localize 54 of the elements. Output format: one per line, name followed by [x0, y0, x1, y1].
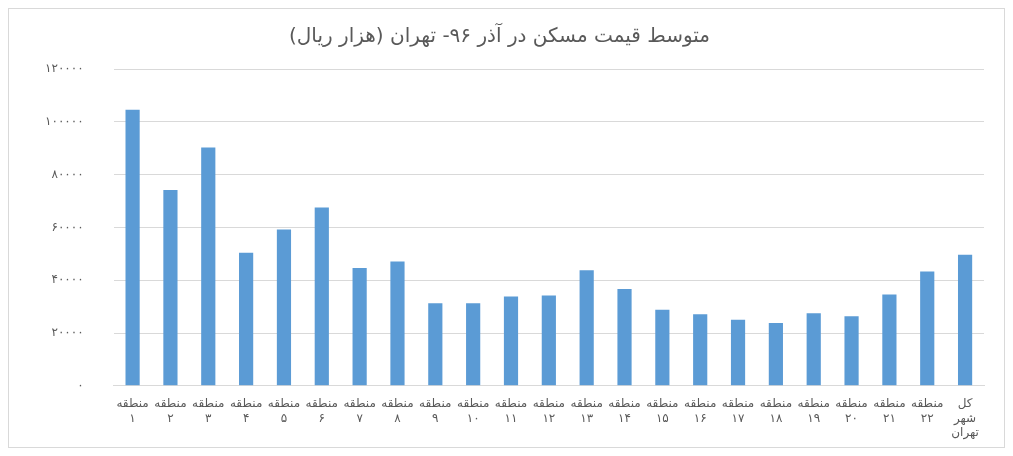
x-tick-label: منطقه ۲: [154, 396, 187, 425]
bar: [125, 109, 140, 386]
bar: [957, 254, 973, 386]
bar: [390, 261, 405, 386]
bar: [579, 270, 594, 386]
x-tick-label: منطقه ۱۶: [683, 396, 717, 425]
bar: [655, 309, 670, 386]
y-tick-label: ۲۰۰۰۰: [51, 325, 84, 340]
x-tick-label: منطقه ۶: [305, 396, 338, 425]
y-tick-label: ۸۰۰۰۰: [51, 166, 84, 181]
bar: [768, 322, 783, 386]
bar: [920, 271, 935, 386]
chart-title: متوسط قیمت مسکن در آذر ۹۶- تهران (هزار ریال): [288, 22, 711, 48]
x-tick-label: منطقه ۲۲: [911, 396, 944, 425]
x-tick-label: منطقه ۲۰: [835, 396, 868, 425]
bar: [844, 316, 859, 386]
x-tick-label: منطقه ۹: [419, 396, 452, 425]
x-tick-label: منطقه ۱۵: [646, 396, 679, 425]
x-tick-label: منطقه ۱۹: [797, 396, 830, 425]
x-tick-label: منطقه ۱۷: [721, 396, 755, 425]
x-tick-label: منطقه ۴: [229, 396, 263, 425]
x-tick-label: منطقه ۱۴: [608, 396, 641, 425]
bar: [163, 189, 178, 386]
x-tick-label: منطقه ۱۰: [456, 396, 490, 425]
bar: [882, 294, 897, 386]
x-tick-label: منطقه ۱۳: [570, 396, 603, 425]
x-tick-label: منطقه ۷: [343, 396, 376, 425]
y-tick-label: ۱۲۰۰۰۰: [45, 61, 84, 76]
x-tick-label: کل شهر تهران: [951, 396, 979, 440]
bar: [314, 207, 329, 386]
x-tick-label: منطقه ۳: [192, 396, 225, 425]
x-tick-label: منطقه ۱: [116, 396, 149, 425]
x-tick-label: منطقه ۱۱: [494, 396, 528, 425]
x-tick-label: منطقه ۵: [267, 396, 301, 425]
bar: [466, 303, 481, 386]
bar: [693, 314, 708, 386]
bar: [201, 147, 216, 386]
bar: [239, 252, 254, 386]
y-tick-label: ۴۰۰۰۰: [51, 272, 84, 287]
bar: [428, 303, 443, 386]
x-tick-label: منطقه ۱۲: [532, 396, 566, 425]
bar: [276, 229, 292, 386]
bar: [617, 288, 632, 386]
bar: [503, 296, 519, 386]
x-tick-label: منطقه ۸: [381, 396, 414, 425]
bar: [730, 319, 746, 386]
bar: [541, 295, 556, 386]
y-tick-label: ۱۰۰۰۰۰: [45, 113, 84, 128]
x-tick-label: منطقه ۲۱: [873, 396, 906, 425]
bar: [352, 268, 367, 386]
y-tick-label: ۰: [77, 377, 84, 392]
y-tick-label: ۶۰۰۰۰: [51, 219, 84, 234]
x-tick-label: منطقه ۱۸: [759, 396, 793, 425]
bar: [806, 313, 821, 386]
